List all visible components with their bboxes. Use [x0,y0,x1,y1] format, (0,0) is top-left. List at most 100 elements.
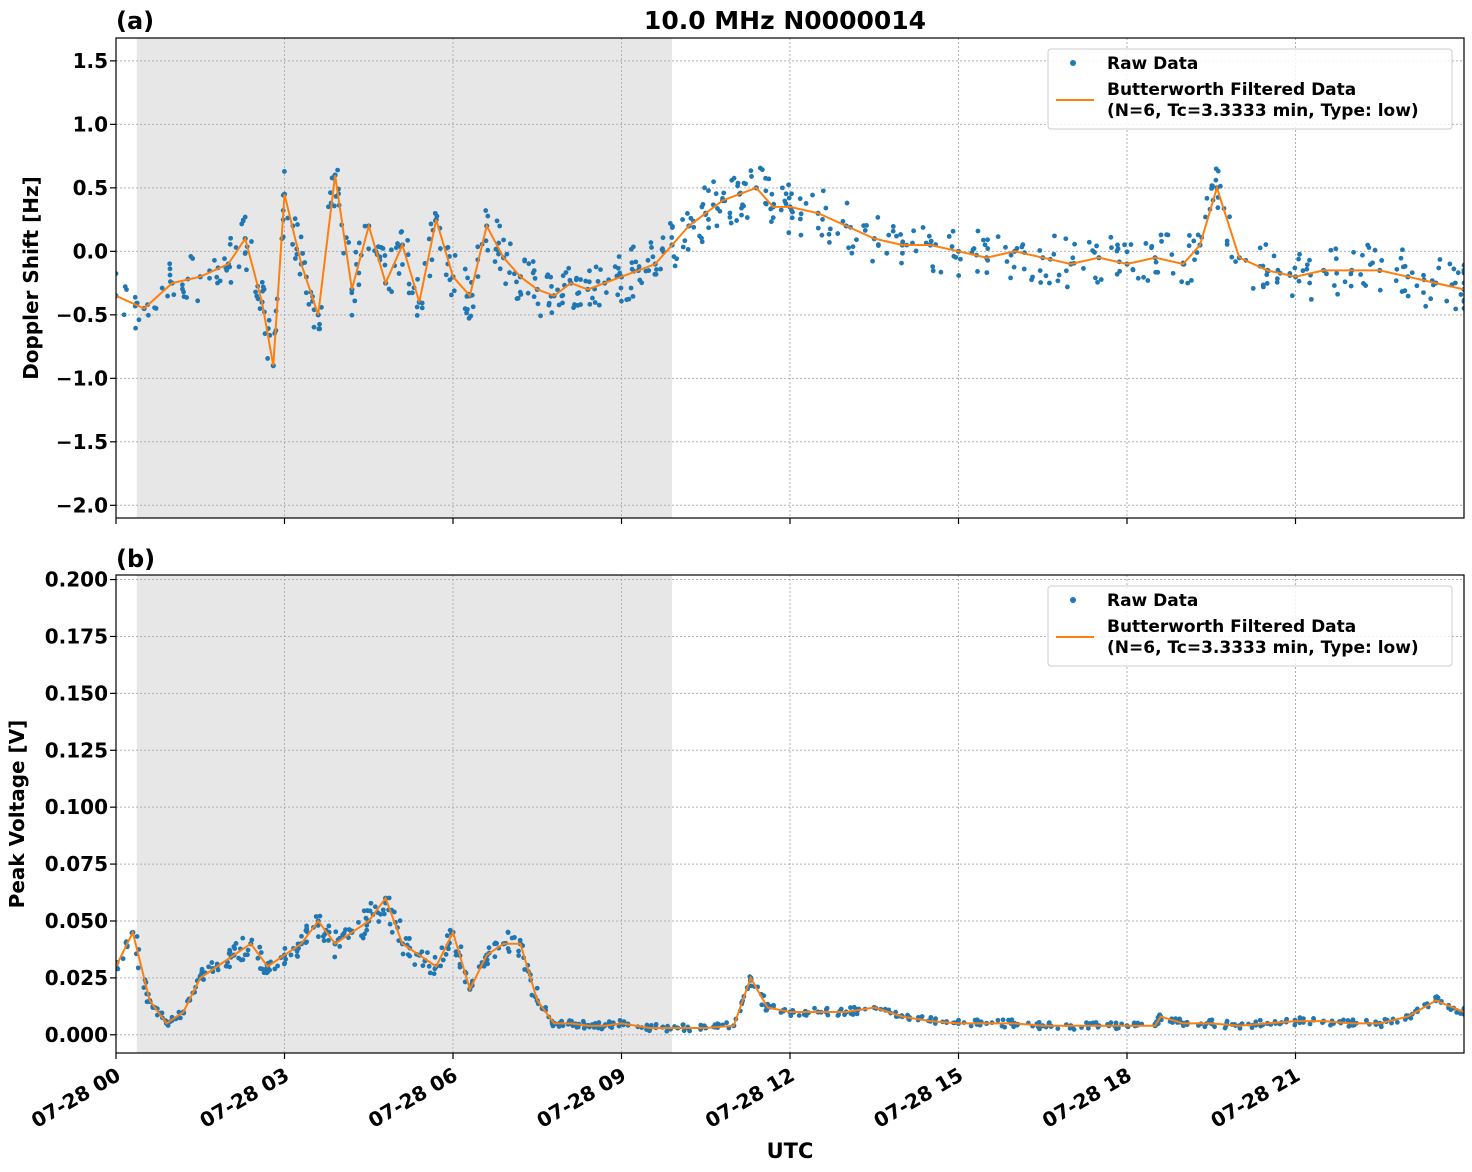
raw-data-point [846,245,851,251]
raw-data-point [1117,268,1123,274]
raw-data-point [798,232,804,238]
raw-data-point [827,240,832,245]
raw-data-point [748,983,754,989]
raw-data-point [1122,242,1127,248]
x-tick-label: 07-28 18 [1038,1063,1136,1133]
raw-data-point [325,204,331,210]
raw-data-point [1301,1016,1306,1022]
raw-data-point [449,292,454,298]
raw-data-point [1047,280,1052,286]
raw-data-point [116,271,119,276]
raw-data-point [1037,268,1043,274]
y-tick-label: −2.0 [56,493,108,517]
raw-data-point [507,270,512,276]
raw-data-point [496,251,501,257]
raw-data-point [360,935,366,941]
raw-data-point [982,242,988,248]
raw-data-point [743,181,748,187]
y-tick-label: 0.075 [45,852,108,876]
raw-data-point [465,275,470,281]
raw-data-point [238,957,244,963]
raw-data-point [763,188,769,194]
raw-data-point [483,238,489,244]
x-tick-label: 07-28 12 [701,1063,799,1133]
raw-data-point [470,304,476,310]
raw-data-point [1085,1025,1091,1031]
raw-data-point [1215,205,1221,211]
raw-data-point [823,1007,829,1012]
raw-data-point [630,293,636,299]
raw-data-point [283,956,289,962]
raw-data-point [766,176,772,182]
panel-label-a: (a) [116,7,154,35]
raw-data-point [956,273,962,278]
raw-data-point [1192,257,1197,263]
raw-data-point [697,233,702,239]
x-axis-label: UTC [767,1139,814,1163]
raw-data-point [1055,1026,1061,1032]
raw-data-point [458,944,464,950]
raw-data-point [1257,245,1263,251]
raw-data-point [233,245,239,250]
raw-data-point [133,325,139,331]
raw-data-point [294,953,300,959]
shaded-region [136,38,673,518]
raw-data-point [783,191,789,197]
raw-data-point [1038,280,1044,285]
raw-data-point [1296,256,1301,262]
raw-data-point [529,992,535,998]
raw-data-point [862,227,868,233]
raw-data-point [593,264,599,270]
raw-data-point [514,296,520,302]
raw-data-point [224,267,230,273]
raw-data-point [121,312,127,318]
raw-data-point [546,300,552,306]
raw-data-point [425,950,430,956]
y-tick-label: −1.0 [56,366,108,390]
raw-data-point [282,960,288,966]
raw-data-point [356,270,362,276]
panel-label-b: (b) [116,545,155,573]
raw-data-point [890,224,896,229]
raw-data-point [1402,288,1408,294]
raw-data-point [685,246,691,252]
raw-data-point [228,235,234,241]
raw-data-point [1115,242,1120,248]
legend-marker-raw [1070,597,1076,603]
raw-data-point [509,935,515,941]
raw-data-point [786,230,792,236]
raw-data-point [282,946,288,951]
raw-data-point [563,270,569,275]
raw-data-point [763,201,769,207]
raw-data-point [1130,267,1136,273]
raw-data-point [534,985,540,991]
raw-data-point [257,306,263,312]
raw-data-point [1098,277,1104,282]
legend-box [1047,585,1453,667]
raw-data-point [1289,293,1295,299]
raw-data-point [1086,239,1092,245]
raw-data-point [1367,262,1373,268]
raw-data-point [382,262,388,268]
raw-data-point [1155,269,1161,275]
raw-data-point [1169,252,1175,258]
raw-data-point [437,246,443,251]
raw-data-point [835,1013,841,1018]
raw-data-point [653,271,659,277]
raw-data-point [406,281,412,287]
raw-data-point [245,947,251,953]
raw-data-point [434,213,440,219]
raw-data-point [1400,264,1406,270]
raw-data-point [335,167,341,173]
raw-data-point [664,1028,670,1034]
raw-data-point [462,266,468,272]
raw-data-point [1233,259,1238,264]
raw-data-point [393,245,399,251]
raw-data-point [890,228,896,234]
raw-data-point [1218,183,1223,189]
raw-data-point [615,292,621,298]
raw-data-point [356,919,361,925]
y-tick-label: 0.100 [45,795,108,819]
raw-data-point [493,246,499,252]
raw-data-point [415,276,420,282]
